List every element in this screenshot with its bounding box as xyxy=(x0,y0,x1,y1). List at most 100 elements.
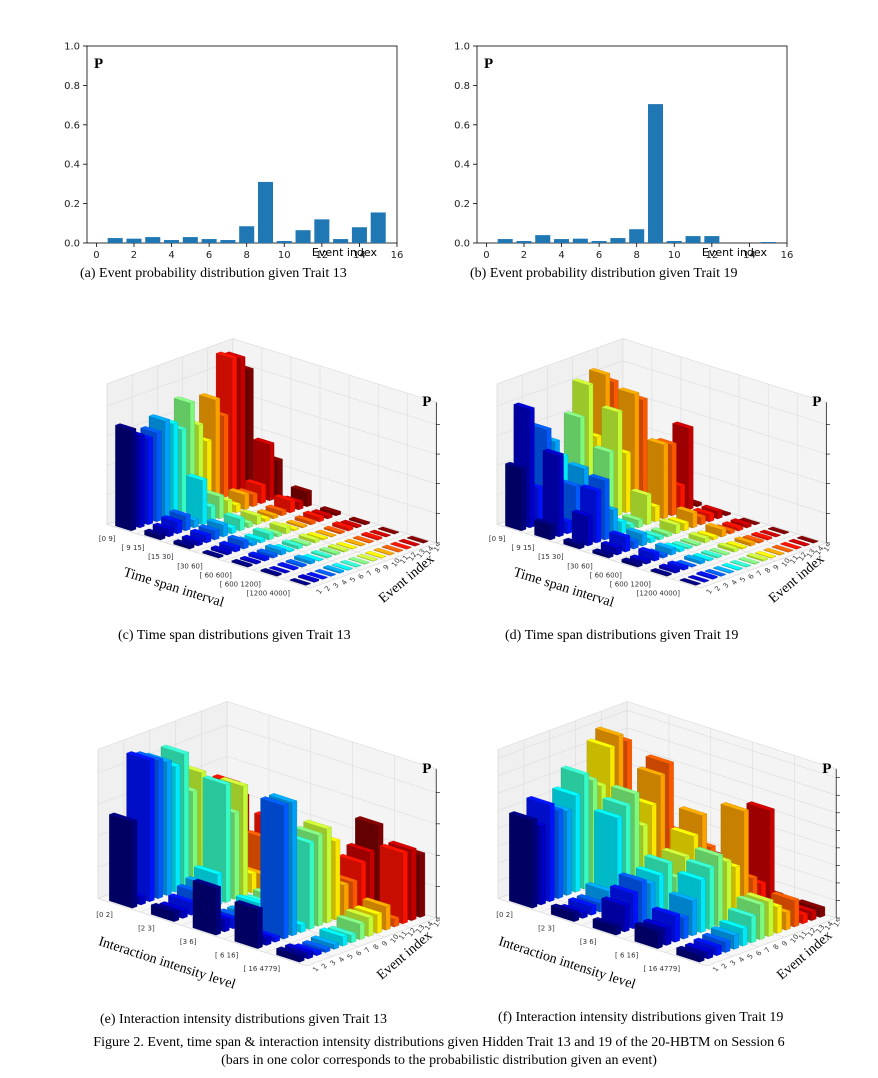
chart2-bar-e3-x7 xyxy=(306,571,328,580)
chart2-bar-top-face xyxy=(253,437,275,445)
chart5-bar-top-face xyxy=(636,766,666,776)
chart4-ycat-label-13: 14 xyxy=(423,920,435,932)
chart5-bar-top-face xyxy=(551,786,581,796)
chart3-bar-e1-x5 xyxy=(621,557,643,568)
chart2-bar-top-face xyxy=(189,528,212,536)
chart5-ycat-label-0: 1 xyxy=(711,965,720,973)
chart3-bar-top-face xyxy=(746,553,769,560)
bar-chart-trait-13: 0.0 0.2 0.4 0.6 0.8 1.0 0 2 4 6 8 10 12 14 16 P Event in… xyxy=(64,42,403,262)
chart2-bar-top-face xyxy=(348,516,371,524)
chart5-bar-top-face xyxy=(593,808,623,819)
chart1-bar-5 xyxy=(572,238,588,243)
chart5-bar-side-face xyxy=(709,866,715,930)
chart0-bar-5 xyxy=(182,237,198,243)
chart4-bar-top-face xyxy=(276,946,305,957)
chart3-bar-top-face xyxy=(688,531,710,539)
chart5-bar-side-face xyxy=(540,824,546,906)
chart5-bar-top-face xyxy=(727,907,757,917)
chart3-ycat-label-11: 12 xyxy=(797,551,809,563)
chart4-bar-top-face xyxy=(108,812,138,823)
chart1-bar-10 xyxy=(666,241,682,243)
chart2-bar-top-face xyxy=(244,533,266,541)
chart2-bar-top-face xyxy=(252,527,275,535)
caption-e: (e) Interaction intensity distributions … xyxy=(100,1012,387,1027)
chart3-bar-side-face xyxy=(529,407,535,529)
chart4-bar-top-face xyxy=(160,744,190,755)
chart4-bar-top-face xyxy=(192,878,222,889)
chart2-bar-top-face xyxy=(377,526,400,534)
chart5-grid-line xyxy=(497,709,837,778)
chart1-bar-1 xyxy=(497,239,513,243)
chart4-bar-top-face xyxy=(327,925,357,936)
chart2-bar-side-face xyxy=(219,494,224,520)
chart2-bar-side-face xyxy=(256,514,262,526)
chart4-bar-e1-x5 xyxy=(276,946,305,963)
chart4-xcat-label-2: [3 6] xyxy=(180,938,197,946)
chart4-bar-top-face xyxy=(150,902,180,913)
chart3-bar-top-face xyxy=(788,538,810,546)
chart3-bar-e2-x5 xyxy=(629,554,652,565)
chart5-bar-side-face xyxy=(768,899,774,937)
chart3-ycat-label-13: 14 xyxy=(814,544,826,556)
chart2-bar-e13-x6 xyxy=(360,531,383,541)
chart4-bar-side-face xyxy=(359,922,365,941)
chart3-bar-top-face xyxy=(542,448,564,456)
chart1-axes-frame xyxy=(476,45,788,244)
chart5-bar-top-face xyxy=(595,726,624,737)
chart4-ycat-label-3: 4 xyxy=(337,955,346,964)
chart4-bar-side-face xyxy=(183,752,189,890)
chart3-bar-e14-x6 xyxy=(759,529,781,538)
chart1-bar-7 xyxy=(610,238,626,243)
chart2-bar-top-face xyxy=(202,549,224,557)
chart4-bar-e6-x5 xyxy=(319,927,348,947)
chart1-ytick-label-5: 1.0 xyxy=(454,42,470,53)
chart2-bar-e15-x6 xyxy=(377,526,400,535)
chart2-bar-e11-x6 xyxy=(344,538,366,547)
chart2-bar-e11-x4 xyxy=(286,519,308,529)
chart2-bar-top-face xyxy=(169,509,191,517)
chart3-bar-top-face xyxy=(672,421,694,429)
chart3-bar-top-face xyxy=(563,537,585,545)
chart2-bar-e5-x5 xyxy=(264,543,287,556)
chart3-bar-top-face xyxy=(754,550,777,558)
chart3-ycat-label-12: 13 xyxy=(805,548,817,560)
chart4-bar-e4-x5 xyxy=(301,940,331,953)
chart1-ytick-label-1: 0.2 xyxy=(454,199,470,210)
chart0-bar-7 xyxy=(220,240,236,243)
chart2-bar-top-face xyxy=(289,578,311,585)
chart5-ycat-label-5: 6 xyxy=(754,949,763,958)
chart3-bar-side-face xyxy=(621,520,627,535)
chart2-bar-top-face xyxy=(148,414,171,422)
chart3-ycat-label-2: 3 xyxy=(722,582,731,590)
chart1-ytick-label-4: 0.8 xyxy=(454,81,470,92)
chart2-bar-e2-x4 xyxy=(210,545,233,556)
chart4-bar-side-face xyxy=(175,764,181,893)
chart5-xcat-label-1: [2 3] xyxy=(538,925,555,933)
chart2-bar-e11-x7 xyxy=(373,547,395,556)
chart5-ycat-label-9: 10 xyxy=(789,933,801,945)
chart2-bar-top-face xyxy=(360,531,383,539)
chart4-bar-top-face xyxy=(310,935,340,945)
chart2-xcat-label-0: [0 9] xyxy=(99,535,116,543)
chart5-bar-top-face xyxy=(744,892,774,902)
chart3-bar-e8-x7 xyxy=(738,556,760,565)
chart0-ytick-label-1: 0.2 xyxy=(64,199,80,210)
chart2-bar-top-face xyxy=(185,473,208,481)
chart3-bar-e2-x6 xyxy=(658,563,681,574)
chart2-bar-top-face xyxy=(352,535,375,543)
chart2-bar-side-face xyxy=(156,431,162,523)
chart3-bar-e11-x7 xyxy=(763,547,785,556)
chart0-bar-3 xyxy=(145,237,161,243)
chart5-bar-side-face xyxy=(532,818,538,909)
chart3-bar-top-face xyxy=(759,529,781,537)
chart3-bar-e8-x6 xyxy=(709,547,731,556)
chart3-bar-top-face xyxy=(683,554,706,562)
chart5-bar-side-face xyxy=(794,898,800,928)
chart4-bar-side-face xyxy=(326,826,332,924)
figure-caption-line-2: (bars in one color corresponds to the pr… xyxy=(221,1053,657,1068)
chart4-bar-top-face xyxy=(379,843,409,854)
chart3-bar-top-face xyxy=(608,530,631,538)
chart2-bar-e15-x5 xyxy=(348,516,371,526)
chart4-bar-side-face xyxy=(166,760,172,896)
chart5-bar-top-face xyxy=(610,784,640,795)
